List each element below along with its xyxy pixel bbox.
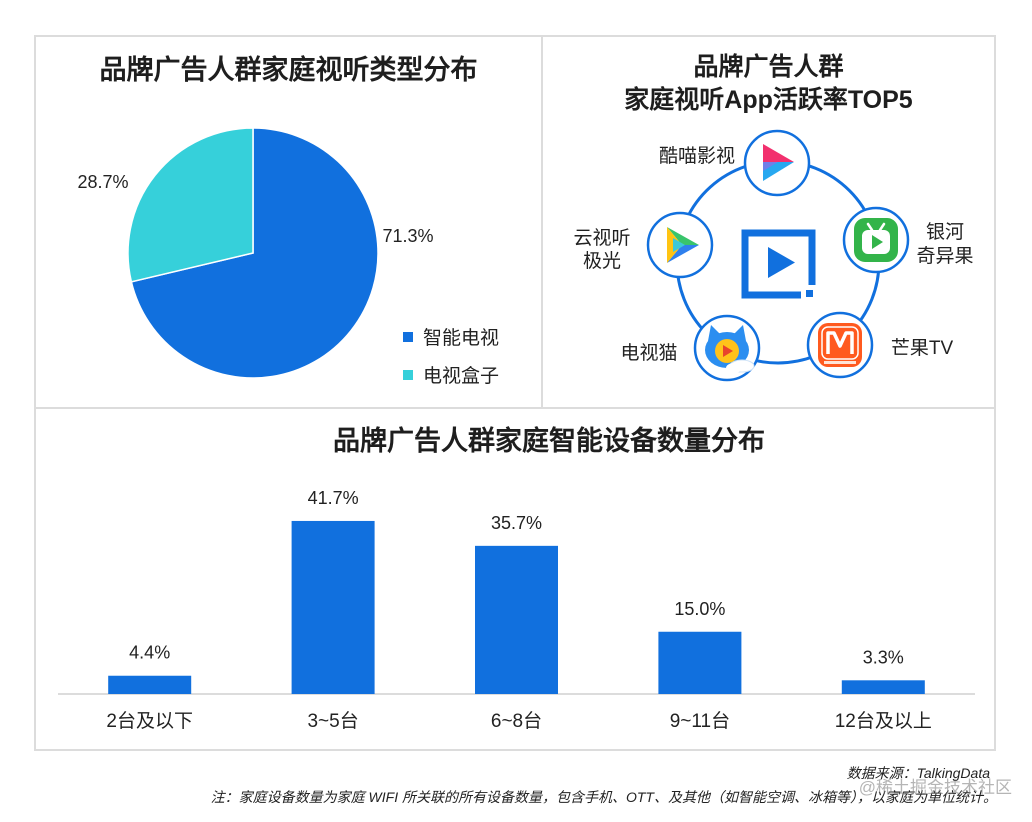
app-label-yinhe-line-2: 奇异果 [916,245,973,267]
legend-label-smart-tv: 智能电视 [423,327,499,349]
pie-slices [127,127,379,379]
mango-tv-logo-icon [806,311,874,379]
pie-slice-1 [130,127,379,379]
bar-2 [291,520,375,694]
bar-value-label-3: 35.7% [491,513,542,533]
bar-category-label-3: 6~8台 [491,710,542,732]
footnote-text: 注：家庭设备数量为家庭 WIFI 所关联的所有设备数量，包含手机、OTT、及其他… [210,789,997,805]
outer-frame [34,35,996,751]
bar-5 [841,680,925,694]
bar-4 [658,631,742,694]
kumiao-logo-icon [743,129,811,197]
bar-value-label-5: 3.3% [863,647,904,667]
app-label-yinhe-line-1: 银河 [926,221,964,243]
app-top5-diagram: 酷喵影视 银河 奇异果 芒果TV [573,129,974,382]
bar-category-label-5: 12台及以上 [835,710,932,732]
pie-chart: 71.3% 28.7% 智能电视 电视盒子 [77,127,499,387]
app-panel-title-line-1: 品牌广告人群 [693,53,844,81]
bar-value-label-2: 41.7% [308,488,359,508]
pie-legend: 智能电视 电视盒子 [403,327,499,387]
app-label-yunshiting-line-2: 极光 [583,250,621,272]
legend-label-tv-box: 电视盒子 [423,365,499,387]
bar-series: 4.4% 2台及以下 41.7% 3~5台 35.7% 6~8台 15.0% 9~11台 3.3… [106,488,931,732]
pie-value-label-smart-tv: 71.3% [382,226,433,246]
tv-play-icon [741,229,816,299]
panel-divider-horizontal [34,407,996,409]
bar-value-label-4: 15.0% [674,599,725,619]
dianshimao-logo-icon [693,314,761,382]
bar-chart-title: 品牌广告人群家庭智能设备数量分布 [333,426,765,456]
pie-slice-2 [127,127,254,283]
bar-3 [475,545,558,694]
app-label-mango-tv: 芒果TV [891,337,954,359]
pie-value-label-tv-box: 28.7% [77,172,128,192]
pie-chart-title: 品牌广告人群家庭视听类型分布 [99,55,478,85]
bar-chart: 4.4% 2台及以下 41.7% 3~5台 35.7% 6~8台 15.0% 9~11台 3.3… [58,488,975,732]
legend-swatch-tv-box [403,370,413,380]
yinhe-qiyiguo-logo-icon [842,206,910,274]
app-label-dianshimao: 电视猫 [620,342,677,364]
bar-value-label-1: 4.4% [129,643,170,663]
bar-category-label-4: 9~11台 [670,710,730,732]
data-source-text: 数据来源：TalkingData [846,765,990,781]
legend-swatch-smart-tv [403,332,413,342]
app-label-kumiao: 酷喵影视 [659,145,735,167]
panel-divider-vertical [541,35,543,409]
watermark-text: @稀土掘金技术社区 [858,778,1012,797]
bar-1 [108,675,192,694]
bar-category-label-1: 2台及以下 [106,710,193,732]
yunshiting-jiguang-logo-icon [646,211,714,279]
bar-category-label-2: 3~5台 [307,710,358,732]
app-label-yunshiting-line-1: 云视听 [573,227,630,249]
app-panel-title: 品牌广告人群 家庭视听App活跃率TOP5 [542,51,995,117]
app-panel-title-line-2: 家庭视听App活跃率TOP5 [624,86,913,114]
